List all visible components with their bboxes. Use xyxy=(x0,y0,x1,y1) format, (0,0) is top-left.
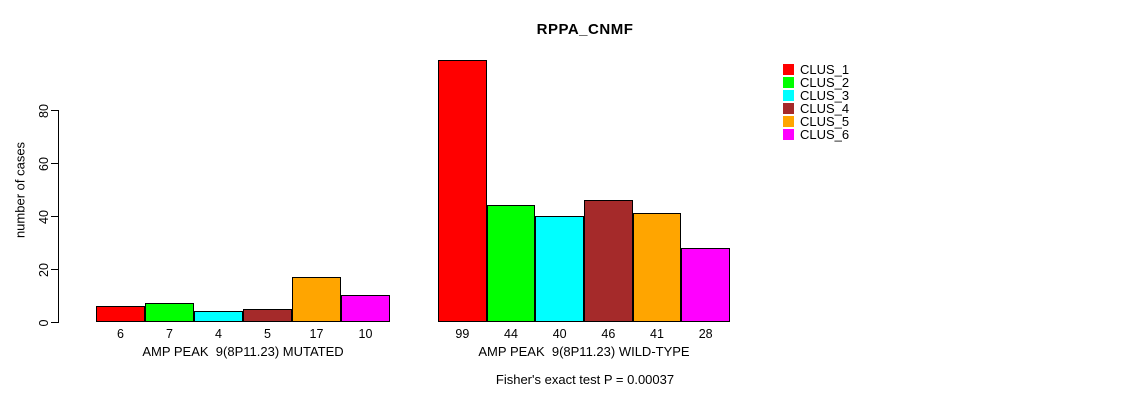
legend-label: CLUS_4 xyxy=(800,101,850,116)
y-tick xyxy=(51,322,59,323)
y-tick-label: 0 xyxy=(37,319,51,327)
legend-item: CLUS_4 xyxy=(783,101,850,116)
legend-item: CLUS_3 xyxy=(783,88,850,103)
chart-title: RPPA_CNMF xyxy=(536,21,634,38)
bar-value-label: 28 xyxy=(698,327,713,341)
legend-label: CLUS_5 xyxy=(800,114,850,129)
legend-swatch xyxy=(783,129,794,140)
legend-item: CLUS_6 xyxy=(783,127,850,142)
y-tick xyxy=(51,216,59,217)
y-tick xyxy=(51,269,59,270)
bar-value-label: 7 xyxy=(166,327,173,341)
legend-label: CLUS_2 xyxy=(800,75,850,90)
legend-item: CLUS_1 xyxy=(783,62,850,77)
group-axis-label: AMP PEAK 9(8P11.23) MUTATED xyxy=(142,344,344,359)
bar-group1-clus-4 xyxy=(243,309,292,322)
legend-swatch xyxy=(783,90,794,101)
legend-swatch xyxy=(783,116,794,127)
y-axis-label: number of cases xyxy=(12,141,28,239)
bar-value-label: 5 xyxy=(264,327,271,341)
y-tick xyxy=(51,110,59,111)
bar-group1-clus-5 xyxy=(292,277,341,322)
bar-value-label: 41 xyxy=(650,327,664,341)
bar-value-label: 4 xyxy=(215,327,222,341)
legend-swatch xyxy=(783,64,794,75)
group-axis-label: AMP PEAK 9(8P11.23) WILD-TYPE xyxy=(478,344,690,359)
legend-swatch xyxy=(783,103,794,114)
bar-group2-clus-5 xyxy=(633,213,681,322)
bar-value-label: 46 xyxy=(601,327,616,341)
legend-label: CLUS_1 xyxy=(800,62,850,77)
y-tick-label: 60 xyxy=(37,157,51,171)
bar-value-label: 10 xyxy=(358,327,373,341)
bar-group1-clus-1 xyxy=(96,306,145,322)
legend-swatch xyxy=(783,77,794,88)
bar-group2-clus-1 xyxy=(438,60,487,322)
bar-value-label: 6 xyxy=(117,327,124,341)
legend: CLUS_1 CLUS_2 CLUS_3 CLUS_4 CLUS_5 CLUS_6 xyxy=(783,62,850,142)
bar-group2-clus-3 xyxy=(535,216,584,322)
bar-value-label: 44 xyxy=(504,327,518,341)
legend-item: CLUS_2 xyxy=(783,75,850,90)
y-tick-label: 40 xyxy=(37,210,51,224)
bar-group2-clus-6 xyxy=(681,248,730,322)
bar-value-label: 40 xyxy=(552,327,567,341)
legend-label: CLUS_3 xyxy=(800,88,850,103)
legend-label: CLUS_6 xyxy=(800,127,850,142)
bar-value-label: 99 xyxy=(455,327,470,341)
bar-group1-clus-3 xyxy=(194,311,243,322)
fisher-test-annotation: Fisher's exact test P = 0.00037 xyxy=(495,372,675,387)
legend-item: CLUS_5 xyxy=(783,114,850,129)
bar-value-label: 17 xyxy=(309,327,324,341)
bar-group1-clus-2 xyxy=(145,303,194,322)
y-tick xyxy=(51,163,59,164)
bar-group2-clus-4 xyxy=(584,200,633,322)
bar-group2-clus-2 xyxy=(487,205,535,322)
bar-group1-clus-6 xyxy=(341,295,390,322)
y-tick-label: 20 xyxy=(37,263,51,277)
y-tick-label: 80 xyxy=(37,104,51,118)
